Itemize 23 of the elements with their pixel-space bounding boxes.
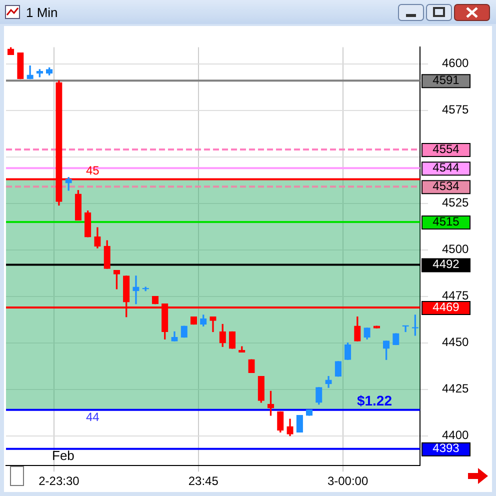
candlestick	[132, 276, 140, 304]
x-tick-label: 23:45	[188, 474, 219, 488]
ref-line-label: 4544	[432, 160, 460, 174]
y-tick-label: 4575	[442, 102, 470, 117]
y-tick-label: 4525	[442, 196, 470, 210]
ref-line-label: 4534	[432, 178, 460, 193]
ref-line-label: 4515	[432, 214, 460, 228]
ref-line-label: 4492	[432, 257, 460, 272]
annotation: Feb	[52, 448, 74, 464]
y-tick-label: 4400	[442, 428, 470, 442]
annotation: 45	[86, 164, 100, 178]
y-tick-label: 4450	[442, 335, 470, 350]
ref-line-label: 4591	[432, 72, 460, 87]
chart-title: 1 Min	[26, 5, 58, 20]
x-tick-label: 2-23:30	[38, 474, 80, 488]
y-tick-label: 4500	[442, 242, 470, 256]
ref-line-label: 4393	[432, 441, 460, 456]
y-tick-label: 4425	[442, 382, 470, 396]
annotation: 44	[86, 410, 100, 424]
annotation: $1.22	[356, 392, 392, 409]
x-tick-label: 3-00:00	[327, 474, 368, 488]
ref-line-label: 4554	[432, 142, 460, 156]
y-tick-label: 4600	[442, 56, 470, 70]
